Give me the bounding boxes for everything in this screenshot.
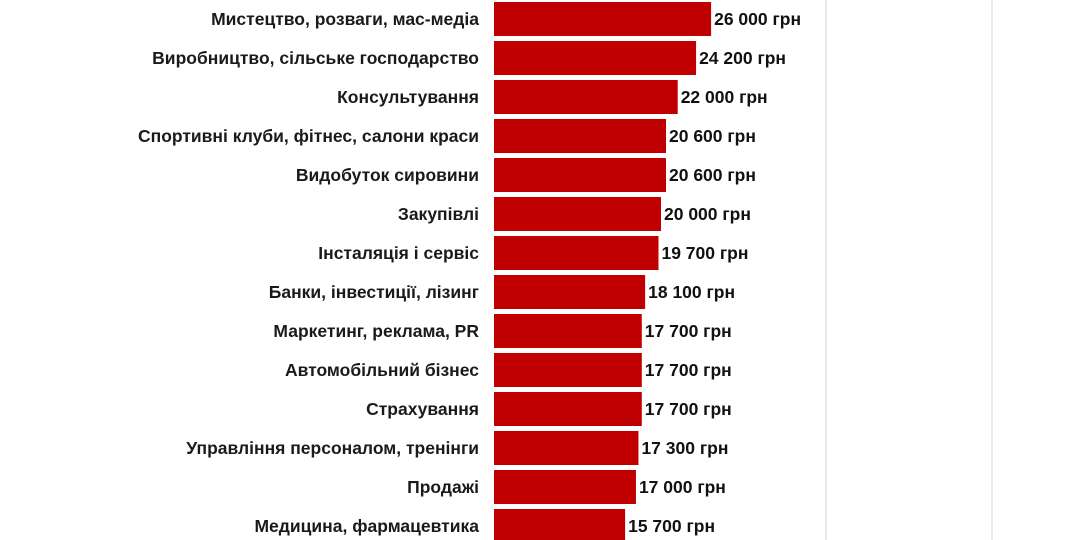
category-label-0: Мистецтво, розваги, мас-медіа [211, 9, 479, 29]
value-label-4: 20 600 грн [669, 165, 756, 185]
value-label-6: 19 700 грн [661, 243, 748, 263]
category-label-13: Медицина, фармацевтика [254, 516, 479, 536]
category-label-8: Маркетинг, реклама, PR [273, 321, 479, 341]
category-label-12: Продажі [407, 477, 479, 497]
category-label-2: Консультування [337, 87, 479, 107]
value-label-3: 20 600 грн [669, 126, 756, 146]
bar-2 [494, 80, 678, 114]
bar-3 [494, 119, 667, 153]
category-label-9: Автомобільний бізнес [285, 360, 479, 380]
value-label-5: 20 000 грн [664, 204, 751, 224]
value-label-0: 26 000 грн [714, 9, 801, 29]
category-label-1: Виробництво, сільське господарство [152, 48, 479, 68]
bar-7 [494, 275, 646, 309]
bar-11 [494, 431, 639, 465]
category-label-6: Інсталяція і сервіс [318, 243, 479, 263]
category-label-3: Спортивні клуби, фітнес, салони краси [138, 126, 479, 146]
value-label-12: 17 000 грн [639, 477, 726, 497]
value-label-1: 24 200 грн [699, 48, 786, 68]
category-label-11: Управління персоналом, тренінги [186, 438, 479, 458]
bar-13 [494, 509, 626, 540]
value-label-13: 15 700 грн [628, 516, 715, 536]
bar-5 [494, 197, 661, 231]
bar-6 [494, 236, 659, 270]
value-label-11: 17 300 грн [641, 438, 728, 458]
value-label-7: 18 100 грн [648, 282, 735, 302]
bar-4 [494, 158, 667, 192]
category-label-7: Банки, інвестиції, лізинг [269, 282, 479, 302]
bar-9 [494, 353, 642, 387]
bar-8 [494, 314, 642, 348]
value-label-2: 22 000 грн [681, 87, 768, 107]
value-label-9: 17 700 грн [645, 360, 732, 380]
bar-1 [494, 41, 697, 75]
bar-10 [494, 392, 642, 426]
category-label-4: Видобуток сировини [296, 165, 479, 185]
value-label-10: 17 700 грн [645, 399, 732, 419]
category-label-10: Страхування [366, 399, 479, 419]
value-label-8: 17 700 грн [645, 321, 732, 341]
category-label-5: Закупівлі [398, 204, 479, 224]
bar-0 [494, 2, 712, 36]
bar-12 [494, 470, 636, 504]
